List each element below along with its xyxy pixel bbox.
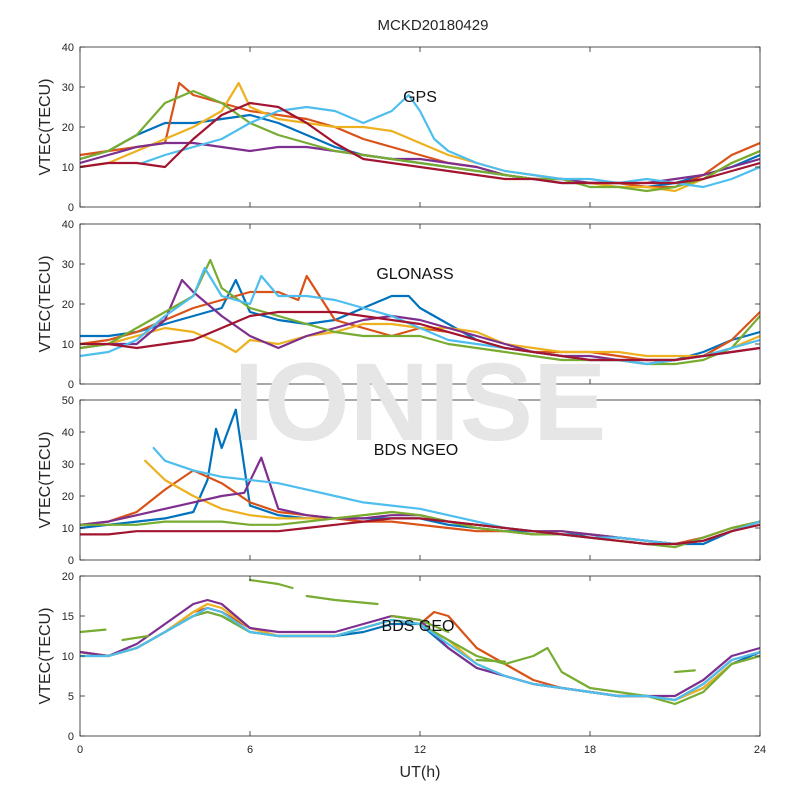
- series-segment-3-6: [673, 669, 696, 674]
- series-segment-3-1: [121, 634, 150, 642]
- y-tick-label: 10: [62, 651, 74, 663]
- series-line-3-5: [80, 606, 760, 702]
- series-group-1: [80, 258, 760, 366]
- series-line-1-2: [80, 322, 760, 358]
- series-group-0: [80, 81, 760, 193]
- panel-label: BDS NGEO: [374, 442, 458, 459]
- y-axis-label: VTEC(TECU): [37, 256, 54, 353]
- y-tick-label: 0: [68, 202, 74, 214]
- series-line-1-5: [80, 266, 760, 366]
- y-tick-label: 40: [62, 219, 74, 231]
- series-line-2-6: [80, 517, 760, 546]
- y-tick-label: 10: [62, 523, 74, 535]
- series-segment-3-3: [305, 594, 379, 606]
- y-axis-label: VTEC(TECU): [37, 79, 54, 176]
- series-segment-3-4: [390, 614, 450, 634]
- y-tick-label: 20: [62, 122, 74, 134]
- y-axis-label: VTEC(TECU): [37, 432, 54, 529]
- y-tick-label: 30: [62, 259, 74, 271]
- series-line-0-6: [80, 101, 760, 185]
- y-tick-label: 30: [62, 82, 74, 94]
- watermark: IONISE: [234, 341, 607, 464]
- panel-2: 0 10 20 30 40 50 VTEC(TECU) BDS NGEO: [37, 395, 761, 567]
- x-tick-label: 12: [414, 744, 426, 756]
- x-tick-label: 18: [584, 744, 596, 756]
- series-segment-3-2: [248, 578, 294, 590]
- y-tick-label: 5: [68, 691, 74, 703]
- x-tick-label: 0: [77, 744, 83, 756]
- y-axis-label: VTEC(TECU): [37, 608, 54, 705]
- panel-label: GLONASS: [376, 266, 453, 283]
- panel-0: 0 10 20 30 40 VTEC(TECU) GPS: [37, 42, 761, 214]
- series-group-2: [80, 408, 760, 549]
- x-axis-label: UT(h): [400, 764, 441, 781]
- y-tick-label: 40: [62, 427, 74, 439]
- panels-group: 0 10 20 30 40 VTEC(TECU) GPS 0 10 20 30 40 VTEC(TECU…: [37, 42, 766, 756]
- y-tick-label: 30: [62, 459, 74, 471]
- chart-title: MCKD20180429: [378, 17, 489, 34]
- y-tick-label: 0: [68, 731, 74, 743]
- panel-label: GPS: [403, 89, 437, 106]
- series-line-0-5: [141, 93, 760, 189]
- panel-1: 0 10 20 30 40 VTEC(TECU) GLONASS: [37, 219, 761, 391]
- panel-3: 0 5 10 15 20 0 6 12 18 24 VTEC(TECU) BDS GEO: [37, 571, 766, 756]
- y-tick-label: 0: [68, 379, 74, 391]
- y-tick-label: 40: [62, 42, 74, 54]
- x-tick-label: 6: [247, 744, 253, 756]
- series-line-0-4: [80, 89, 760, 193]
- series-group-3: [80, 578, 760, 706]
- y-tick-label: 10: [62, 339, 74, 351]
- y-tick-label: 15: [62, 611, 74, 623]
- plot-area: [80, 224, 760, 384]
- series-segment-3-0: [80, 628, 107, 634]
- y-tick-label: 20: [62, 299, 74, 311]
- panel-label: BDS GEO: [382, 618, 455, 635]
- y-tick-label: 10: [62, 162, 74, 174]
- y-tick-label: 20: [62, 491, 74, 503]
- series-line-2-5: [152, 446, 760, 546]
- series-line-0-2: [80, 81, 760, 193]
- plot-area: [80, 400, 760, 560]
- y-tick-label: 0: [68, 555, 74, 567]
- series-line-1-6: [80, 310, 760, 362]
- y-tick-label: 50: [62, 395, 74, 407]
- series-segment-3-5: [475, 658, 507, 663]
- plot-area: [80, 576, 760, 736]
- x-tick-label: 24: [754, 744, 766, 756]
- y-tick-label: 20: [62, 571, 74, 583]
